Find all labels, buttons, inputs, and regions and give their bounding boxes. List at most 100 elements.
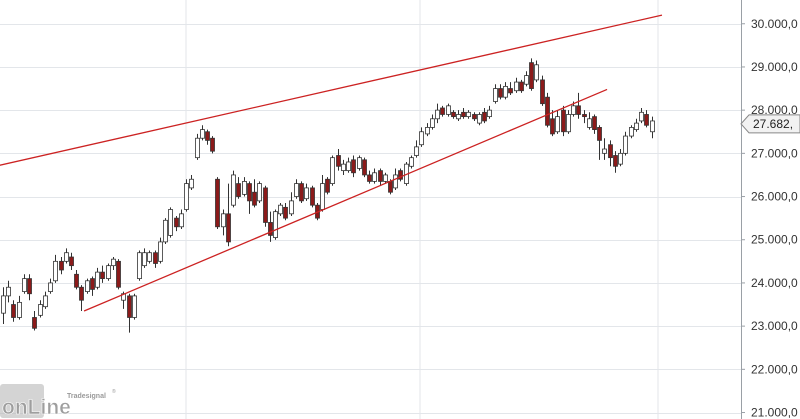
candle-body-97: [508, 88, 513, 94]
price-axis-label-8: 29.000,0: [751, 60, 798, 74]
candle-118: [618, 149, 623, 167]
candle-43: [226, 183, 231, 247]
logo-brand-text: Tradesignal: [67, 393, 106, 400]
candle-body-35: [184, 183, 189, 210]
candle-body-13: [69, 256, 74, 267]
candle-52: [273, 209, 278, 240]
price-axis-background: [741, 0, 800, 419]
candle-70: [367, 170, 372, 184]
candle-37: [195, 133, 200, 160]
candle-body-4: [22, 278, 27, 292]
candle-body-19: [100, 271, 105, 280]
candle-25: [132, 293, 137, 320]
price-axis[interactable]: 21.000,0 22.000,0 23.000,0 24.000,0 25.000,0…: [741, 0, 800, 419]
candle-body-91: [477, 114, 482, 124]
candle-16: [85, 278, 90, 294]
candle-body-94: [493, 88, 498, 102]
candle-67: [351, 155, 356, 178]
candle-body-108: [566, 114, 571, 133]
candle-121: [634, 118, 639, 132]
candle-18: [95, 267, 100, 290]
candle-body-40: [210, 137, 215, 152]
candle-body-33: [174, 217, 179, 228]
logo-badge: [0, 384, 44, 418]
candle-105: [550, 110, 555, 137]
candle-24: [127, 293, 132, 333]
candle-7: [38, 300, 43, 318]
candle-body-58: [304, 187, 309, 200]
candle-22: [116, 259, 121, 290]
candle-73: [383, 172, 388, 184]
candle-body-44: [231, 174, 236, 206]
candle-body-31: [163, 219, 168, 243]
candle-body-124: [650, 120, 655, 133]
candle-body-111: [582, 114, 587, 118]
candle-body-85: [446, 105, 451, 115]
candle-body-11: [59, 260, 64, 271]
candle-114: [597, 125, 602, 160]
candle-body-120: [629, 127, 634, 137]
candle-body-14: [74, 273, 79, 288]
candle-body-30: [158, 241, 163, 262]
candle-body-114: [597, 127, 602, 141]
candle-48: [252, 179, 257, 208]
candle-83: [435, 103, 440, 124]
candle-53: [278, 203, 283, 216]
candle-body-65: [341, 163, 346, 172]
candle-body-86: [451, 111, 456, 118]
candle-72: [378, 168, 383, 186]
candle-body-52: [273, 211, 278, 238]
candle-87: [456, 110, 461, 121]
candle-body-88: [461, 111, 466, 118]
candle-body-117: [613, 155, 618, 167]
candle-30: [158, 237, 163, 264]
candle-body-42: [221, 213, 226, 228]
candle-body-121: [634, 122, 639, 130]
candle-body-18: [95, 271, 100, 288]
candle-body-89: [466, 111, 471, 118]
candle-36: [189, 174, 194, 191]
candle-104: [545, 92, 550, 128]
candle-body-110: [576, 105, 581, 115]
price-axis-label-1: 22.000,0: [751, 362, 798, 376]
candle-122: [639, 107, 644, 124]
candle-20: [106, 263, 111, 281]
candle-55: [289, 192, 294, 216]
price-axis-label-0: 21.000,0: [751, 406, 798, 419]
candle-11: [59, 257, 64, 275]
candle-124: [650, 116, 655, 139]
candle-92: [482, 107, 487, 124]
price-axis-label-5: 26.000,0: [751, 190, 798, 204]
candle-body-122: [639, 111, 644, 122]
candle-body-96: [503, 85, 508, 98]
candle-2: [11, 300, 16, 322]
candle-119: [623, 131, 628, 156]
candle-10: [53, 254, 58, 283]
candle-body-48: [252, 191, 257, 206]
candle-body-24: [127, 295, 132, 318]
candle-98: [514, 77, 519, 93]
candle-body-61: [320, 183, 325, 210]
candle-body-63: [330, 157, 335, 184]
candle-body-66: [346, 161, 351, 172]
candle-78: [409, 155, 414, 169]
candle-31: [163, 218, 168, 245]
logo-registered-mark: ®: [112, 388, 116, 395]
candle-body-118: [618, 152, 623, 165]
candle-body-84: [440, 107, 445, 115]
candle-28: [147, 250, 152, 264]
candle-3: [17, 295, 22, 320]
candle-13: [69, 252, 74, 270]
candle-body-99: [519, 81, 524, 92]
candle-113: [592, 114, 597, 134]
candle-79: [414, 140, 419, 158]
candle-88: [461, 107, 466, 119]
candle-19: [100, 265, 105, 283]
candle-body-16: [85, 280, 90, 292]
candle-body-22: [116, 260, 121, 288]
candle-body-79: [414, 146, 419, 156]
trendline-lower: [83, 88, 608, 312]
candle-90: [472, 112, 477, 121]
candle-61: [320, 174, 325, 212]
